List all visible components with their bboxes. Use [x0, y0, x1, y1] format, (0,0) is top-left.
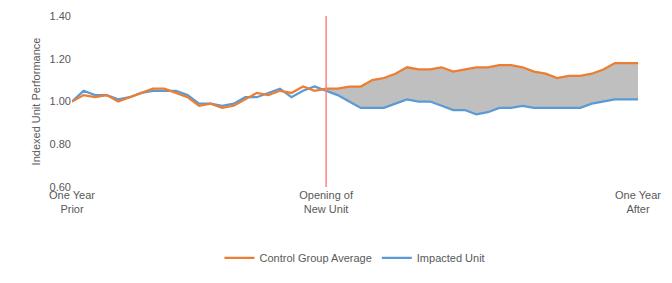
svg-text:One YearPrior: One YearPrior: [49, 189, 95, 215]
svg-text:0.80: 0.80: [50, 138, 71, 150]
svg-text:1.20: 1.20: [50, 53, 71, 65]
svg-text:1.00: 1.00: [50, 95, 71, 107]
svg-text:Opening ofNew Unit: Opening ofNew Unit: [299, 189, 354, 215]
svg-text:Control Group Average: Control Group Average: [260, 252, 372, 264]
svg-text:0.60: 0.60: [50, 181, 71, 193]
svg-text:1.40: 1.40: [50, 10, 71, 22]
svg-text:Impacted Unit: Impacted Unit: [417, 252, 485, 264]
svg-text:One YearAfter: One YearAfter: [615, 189, 661, 215]
svg-text:Indexed Unit Performance: Indexed Unit Performance: [30, 38, 42, 166]
